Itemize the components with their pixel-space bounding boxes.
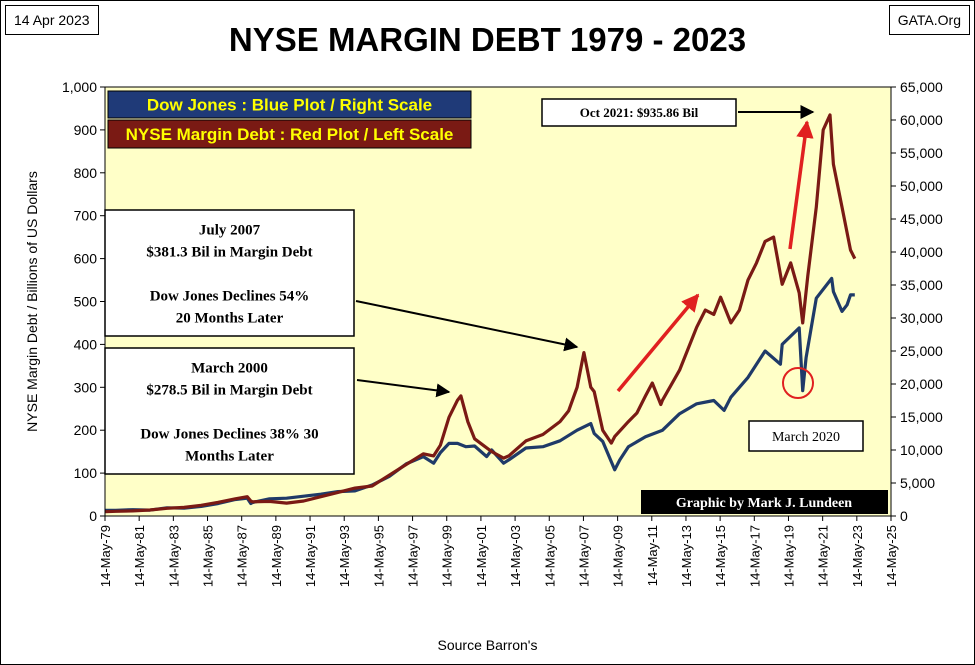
right-axis-tick-label: 45,000 <box>900 211 943 227</box>
left-axis-tick-label: 900 <box>74 122 98 138</box>
right-axis-tick-label: 15,000 <box>900 409 943 425</box>
right-axis-tick-label: 10,000 <box>900 442 943 458</box>
annotation-text-march2000: Dow Jones Declines 38% 30 <box>140 426 318 442</box>
x-axis-tick-label: 14-May-25 <box>884 525 899 587</box>
annotation-text-july2007: July 2007 <box>199 222 261 238</box>
x-axis-tick-label: 14-May-01 <box>474 525 489 587</box>
legend-margin-debt-label: NYSE Margin Debt : Red Plot / Left Scale <box>126 125 454 144</box>
x-axis-tick-label: 14-May-23 <box>850 525 865 587</box>
annotation-box-march2020 <box>748 420 864 452</box>
x-axis-tick-label: 14-May-11 <box>645 525 660 586</box>
right-axis-tick-label: 40,000 <box>900 244 943 260</box>
march2020-circle <box>782 367 814 399</box>
date-label: 14 Apr 2023 <box>5 5 99 35</box>
left-axis-tick-label: 300 <box>74 379 98 395</box>
right-axis-tick-label: 25,000 <box>900 343 943 359</box>
x-axis-tick-label: 14-May-95 <box>371 525 386 587</box>
credit-box <box>641 490 888 514</box>
credit-label: Graphic by Mark J. Lundeen <box>676 496 852 511</box>
annotation-text-july2007: 20 Months Later <box>176 310 284 326</box>
x-axis-tick-label: 14-May-83 <box>166 525 181 587</box>
left-axis-tick-label: 0 <box>89 508 97 524</box>
right-axis-tick-label: 0 <box>900 508 908 524</box>
right-axis-tick-label: 20,000 <box>900 376 943 392</box>
left-axis-title: NYSE Margin Debt / Billions of US Dollar… <box>24 171 40 432</box>
legend-entry-box <box>107 119 472 149</box>
x-axis-tick-label: 14-May-13 <box>679 525 694 587</box>
annotation-text-july2007: $381.3 Bil in Margin Debt <box>146 244 312 260</box>
left-axis-tick-label: 200 <box>74 422 98 438</box>
left-axis-tick-label: 500 <box>74 294 98 310</box>
left-axis-tick-label: 1,000 <box>62 79 97 95</box>
annotation-box-july2007 <box>104 209 355 337</box>
x-axis-tick-label: 14-May-03 <box>508 525 523 587</box>
x-axis-tick-label: 14-May-99 <box>440 525 455 587</box>
x-axis-tick-label: 14-May-79 <box>98 525 113 587</box>
left-axis-tick-label: 700 <box>74 208 98 224</box>
annotation-text-march2000: Months Later <box>185 448 274 464</box>
chart-title: NYSE MARGIN DEBT 1979 - 2023 <box>228 21 747 58</box>
arrow-march2000 <box>356 379 451 398</box>
margin-debt-series-line <box>105 113 857 514</box>
annotation-text-march2000: $278.5 Bil in Margin Debt <box>146 382 312 398</box>
red-trend-arrow <box>788 120 814 250</box>
x-axis-tick-label: 14-May-93 <box>337 525 352 587</box>
dow-jones-series-line <box>105 276 855 512</box>
annotation-text-march2000: March 2000 <box>191 360 268 376</box>
left-axis-tick-label: 100 <box>74 465 98 481</box>
x-axis-tick-label: 14-May-05 <box>542 525 557 587</box>
annotation-text-july2007: Dow Jones Declines 54% <box>150 288 310 304</box>
x-axis-tick-label: 14-May-17 <box>747 525 762 587</box>
left-axis-tick-label: 400 <box>74 336 98 352</box>
x-axis-tick-label: 14-May-85 <box>201 525 216 587</box>
x-axis-tick-label: 14-May-87 <box>235 525 250 587</box>
right-axis-tick-label: 55,000 <box>900 145 943 161</box>
right-axis-tick-label: 60,000 <box>900 112 943 128</box>
x-axis-tick-label: 14-May-07 <box>576 525 591 587</box>
x-axis-tick-label: 14-May-91 <box>303 525 318 587</box>
right-axis-tick-label: 50,000 <box>900 178 943 194</box>
right-axis-tick-label: 35,000 <box>900 277 943 293</box>
left-axis-tick-label: 600 <box>74 251 98 267</box>
source-site-label: GATA.Org <box>888 5 970 35</box>
annotation-box-march2000 <box>104 347 355 475</box>
x-axis-tick-label: 14-May-15 <box>713 525 728 587</box>
left-axis-tick-label: 800 <box>74 165 98 181</box>
x-axis-tick-label: 14-May-19 <box>781 525 796 587</box>
x-axis-tick-label: 14-May-97 <box>406 525 421 587</box>
legend-dow-jones-label: Dow Jones : Blue Plot / Right Scale <box>147 96 432 115</box>
annotation-box-oct2021 <box>541 98 737 127</box>
x-axis-tick-label: 14-May-81 <box>132 525 147 587</box>
x-axis-tick-label: 14-May-89 <box>269 525 284 587</box>
right-axis-tick-label: 5,000 <box>900 475 935 491</box>
x-axis-tick-label: 14-May-09 <box>611 525 626 587</box>
right-axis-tick-label: 30,000 <box>900 310 943 326</box>
red-trend-arrow <box>616 293 700 393</box>
source-footer: Source Barron's <box>437 637 538 653</box>
arrow-july2007 <box>355 300 579 352</box>
x-axis-tick-label: 14-May-21 <box>816 525 831 587</box>
annotation-text-oct2021: Oct 2021: $935.86 Bil <box>580 105 699 120</box>
legend-entry-box <box>107 90 472 119</box>
right-axis-tick-label: 65,000 <box>900 79 943 95</box>
annotation-text-march2020: March 2020 <box>772 430 840 445</box>
